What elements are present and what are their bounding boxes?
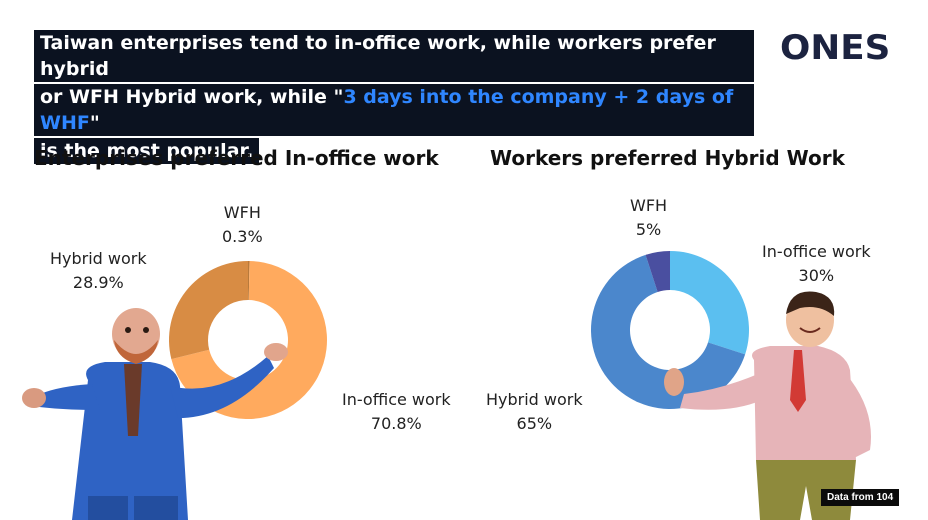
worker-donut-chart <box>591 251 749 409</box>
ent-label-hybrid-value: 28.9% <box>72 273 124 292</box>
ent-label-inoffice-value: 70.8% <box>370 414 422 433</box>
wrk-label-wfh-value: 5% <box>635 220 662 239</box>
wrk-label-hybrid-name: Hybrid work <box>486 390 583 409</box>
wrk-label-inoffice-name: In-office work <box>762 242 871 261</box>
headline-line-3-text: is the most popular. <box>40 140 254 162</box>
ent-label-hybrid: Hybrid work 28.9% <box>50 247 147 295</box>
ent-label-wfh-value: 0.3% <box>222 227 263 246</box>
businessman-illustration <box>22 308 288 520</box>
ent-label-wfh: WFH 0.3% <box>222 201 263 249</box>
wrk-label-wfh-name: WFH <box>630 196 668 215</box>
enterprise-chart-title: Enterprises preferred In-office work <box>34 146 439 170</box>
wrk-label-hybrid-value: 65% <box>516 414 553 433</box>
wrk-label-wfh: WFH 5% <box>630 194 667 242</box>
ones-logo: ONES <box>780 28 891 68</box>
headline-line-2-post: " <box>89 112 100 134</box>
wrk-label-hybrid: Hybrid work 65% <box>486 388 583 436</box>
worker-chart-title: Workers preferred Hybrid Work <box>490 146 845 170</box>
wrk-label-inoffice-value: 30% <box>798 266 835 285</box>
wrk-slice-wfh <box>645 251 670 292</box>
headline-line-1: Taiwan enterprises tend to in-office wor… <box>34 30 754 82</box>
headline-line-1-text: Taiwan enterprises tend to in-office wor… <box>40 32 716 80</box>
headline-line-3: is the most popular. <box>34 138 260 164</box>
wrk-slice-in-office-work <box>670 251 749 355</box>
ent-label-inoffice-name: In-office work <box>342 390 451 409</box>
ent-label-hybrid-name: Hybrid work <box>50 249 147 268</box>
headline: Taiwan enterprises tend to in-office wor… <box>34 30 754 166</box>
headline-highlight: 3 days into the company + 2 days of WHF <box>40 86 734 134</box>
enterprise-donut-chart <box>169 261 327 419</box>
ent-slice-in-office-work <box>171 261 327 419</box>
wrk-label-inoffice: In-office work 30% <box>762 240 871 288</box>
ent-label-wfh-name: WFH <box>223 203 261 222</box>
headline-line-2: or WFH Hybrid work, while "3 days into t… <box>34 84 754 136</box>
wrk-slice-hybrid-work <box>591 254 746 409</box>
ent-slice-wfh <box>248 261 250 301</box>
ent-label-inoffice: In-office work 70.8% <box>342 388 451 436</box>
ent-slice-hybrid-work <box>169 261 248 360</box>
worker-illustration <box>664 291 871 520</box>
headline-line-2-pre: or WFH Hybrid work, while " <box>40 86 344 108</box>
data-source-credit: Data from 104 <box>821 489 900 506</box>
